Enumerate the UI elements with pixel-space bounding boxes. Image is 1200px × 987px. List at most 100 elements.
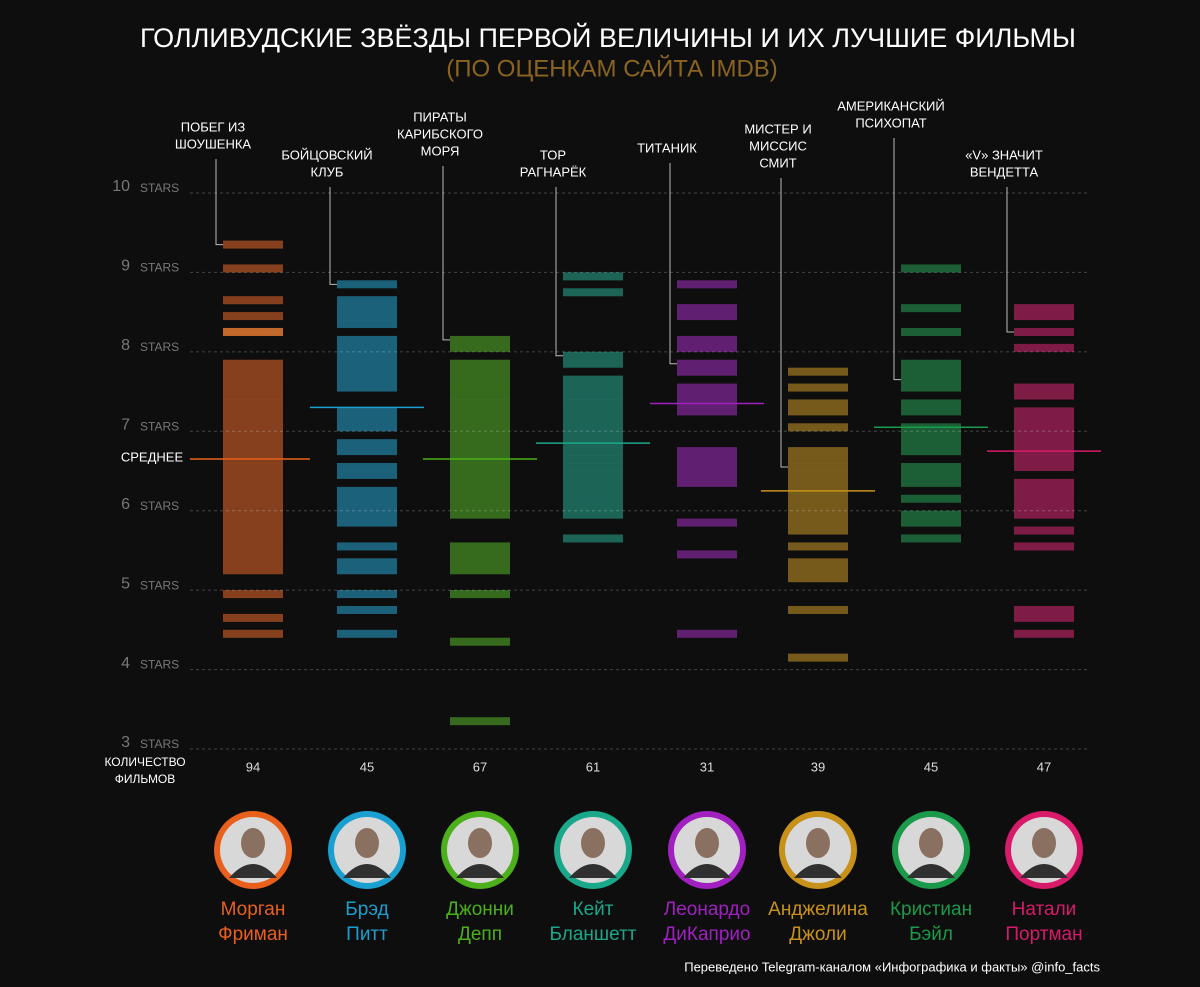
film-stripe bbox=[337, 470, 397, 479]
film-stripe bbox=[337, 558, 397, 567]
film-stripe bbox=[450, 510, 510, 519]
film-stripe bbox=[788, 399, 848, 408]
film-stripe bbox=[788, 653, 848, 662]
film-stripe bbox=[901, 439, 961, 448]
count-label: ФИЛЬМОВ bbox=[115, 772, 176, 786]
film-stripe bbox=[223, 534, 283, 543]
film-stripe bbox=[788, 407, 848, 416]
film-stripe bbox=[450, 558, 510, 567]
film-stripe bbox=[901, 264, 961, 273]
film-stripe bbox=[337, 629, 397, 638]
film-stripe bbox=[677, 629, 737, 638]
film-stripe bbox=[788, 526, 848, 535]
film-stripe bbox=[677, 391, 737, 400]
y-tick-unit: STARS bbox=[140, 181, 179, 195]
film-stripe bbox=[450, 470, 510, 479]
film-stripe bbox=[901, 518, 961, 527]
film-stripe bbox=[223, 550, 283, 559]
best-film-label: ПСИХОПАТ bbox=[855, 115, 926, 130]
film-stripe bbox=[450, 502, 510, 511]
film-stripe bbox=[450, 486, 510, 495]
best-film-leader bbox=[893, 138, 901, 381]
film-stripe bbox=[563, 478, 623, 487]
film-stripe bbox=[223, 613, 283, 622]
film-stripe bbox=[1014, 304, 1074, 313]
film-stripe bbox=[901, 470, 961, 479]
film-stripe bbox=[337, 423, 397, 432]
film-stripe bbox=[563, 407, 623, 416]
film-stripe bbox=[677, 407, 737, 416]
y-tick-label: 4 bbox=[121, 655, 130, 672]
film-stripe bbox=[788, 518, 848, 527]
actor-name: Кейт bbox=[573, 899, 614, 920]
film-count: 47 bbox=[1037, 759, 1051, 774]
film-stripe bbox=[901, 478, 961, 487]
actor-column: ТОР РАГНАРЁК 61 Кейт Бланшетт bbox=[520, 147, 650, 945]
avatar-face bbox=[695, 828, 719, 858]
best-film-label: ПОБЕГ ИЗ bbox=[181, 119, 246, 134]
film-stripe bbox=[901, 494, 961, 503]
film-stripe bbox=[223, 566, 283, 575]
film-count: 45 bbox=[924, 759, 938, 774]
film-stripe bbox=[677, 335, 737, 344]
film-stripe bbox=[901, 359, 961, 368]
film-stripe bbox=[450, 447, 510, 456]
film-stripe bbox=[337, 312, 397, 321]
film-stripe bbox=[337, 590, 397, 599]
film-stripe bbox=[563, 494, 623, 503]
film-stripe bbox=[563, 351, 623, 360]
film-stripe bbox=[788, 502, 848, 511]
film-stripe bbox=[450, 343, 510, 352]
film-stripe bbox=[1014, 463, 1074, 471]
film-stripe bbox=[788, 478, 848, 487]
film-stripe bbox=[337, 566, 397, 575]
film-stripe bbox=[223, 327, 283, 336]
film-stripe bbox=[677, 518, 737, 527]
avatar-face bbox=[1032, 828, 1056, 858]
actor-name: Питт bbox=[346, 924, 388, 945]
film-stripe bbox=[901, 375, 961, 384]
film-stripe bbox=[1014, 478, 1074, 487]
film-stripe bbox=[788, 423, 848, 432]
film-stripe bbox=[337, 518, 397, 527]
film-stripe bbox=[563, 447, 623, 456]
film-stripe bbox=[450, 335, 510, 344]
best-film-label: ВЕНДЕТТА bbox=[970, 164, 1039, 179]
best-film-label: РАГНАРЁК bbox=[520, 164, 587, 179]
actor-name: Джонни bbox=[446, 899, 514, 920]
film-stripe bbox=[788, 574, 848, 583]
film-stripe bbox=[450, 439, 510, 448]
film-stripe bbox=[450, 717, 510, 726]
film-count: 39 bbox=[811, 759, 825, 774]
avatar-body bbox=[343, 864, 391, 878]
film-stripe bbox=[1014, 423, 1074, 432]
film-stripe bbox=[337, 351, 397, 360]
film-stripe bbox=[677, 343, 737, 352]
film-stripe bbox=[677, 312, 737, 321]
film-stripe bbox=[901, 399, 961, 408]
y-tick-label: 6 bbox=[121, 496, 130, 513]
y-tick-label: 9 bbox=[121, 258, 130, 275]
film-stripe bbox=[1014, 312, 1074, 321]
chart-title: ГОЛЛИВУДСКИЕ ЗВЁЗДЫ ПЕРВОЙ ВЕЛИЧИНЫ И ИХ… bbox=[140, 22, 1076, 53]
film-stripe bbox=[788, 558, 848, 567]
film-stripe bbox=[450, 415, 510, 424]
film-stripe bbox=[901, 431, 961, 440]
film-stripe bbox=[223, 375, 283, 384]
film-stripe bbox=[223, 510, 283, 519]
avatar-face bbox=[355, 828, 379, 858]
film-stripe bbox=[788, 510, 848, 519]
best-film-label: КАРИБСКОГО bbox=[397, 126, 483, 141]
film-stripe bbox=[563, 359, 623, 368]
film-stripe bbox=[337, 359, 397, 368]
film-stripe bbox=[901, 510, 961, 519]
film-stripe bbox=[901, 534, 961, 543]
film-stripe bbox=[337, 343, 397, 352]
film-stripe bbox=[337, 494, 397, 503]
film-stripe bbox=[450, 359, 510, 368]
avatar-body bbox=[456, 864, 504, 878]
best-film-label: МИСТЕР И bbox=[744, 121, 811, 136]
film-stripe bbox=[450, 566, 510, 575]
film-stripe bbox=[223, 399, 283, 408]
